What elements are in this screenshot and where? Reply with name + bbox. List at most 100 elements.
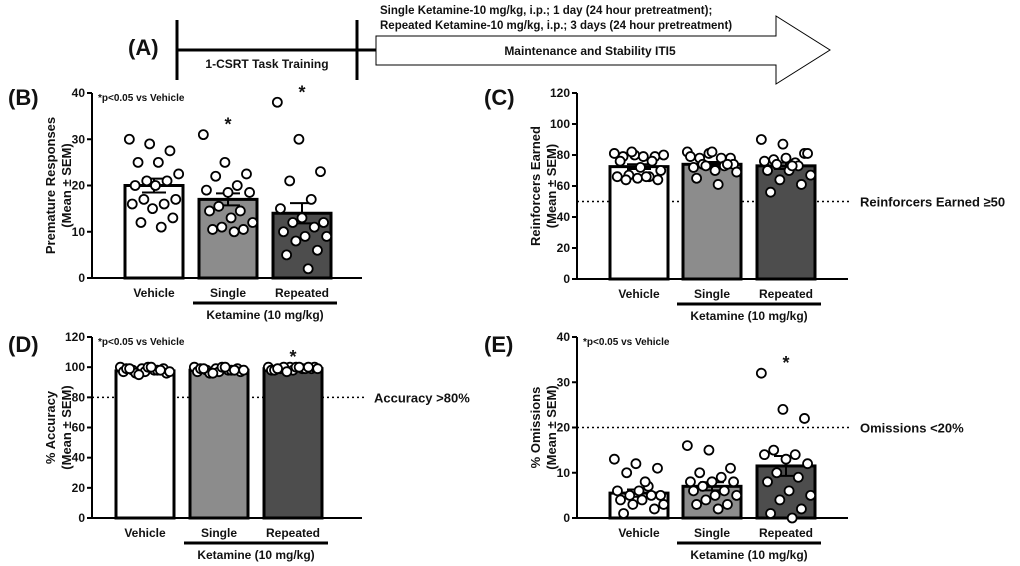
data-point (639, 476, 651, 488)
data-point (145, 361, 157, 373)
data-point (765, 508, 776, 519)
x-tick-label: Vehicle (124, 526, 166, 540)
data-point (688, 485, 699, 497)
y-axis-label: % Omissions(Mean ± SEM) (528, 385, 559, 469)
y-tick-label: 20 (557, 241, 571, 255)
x-tick-label: Vehicle (618, 526, 660, 540)
threshold-label: Reinforcers Earned ≥50 (860, 195, 1005, 210)
panel-e: (E) 0 10 20 30 40 % Omissions(Mean ± SEM) *p<0.… (484, 330, 964, 562)
group-label: Ketamine (10 mg/kg) (206, 308, 323, 322)
y-axis-label-line2: (Mean ± SEM) (544, 385, 559, 469)
y-tick-label: 40 (557, 330, 571, 344)
data-point (620, 174, 632, 186)
x-tick-label: Repeated (759, 287, 813, 301)
panel-d: (D) 0 20 40 60 80 100 120 % Accuracy(Mean ± SEM)… (8, 330, 470, 562)
data-point (228, 226, 240, 238)
data-point (700, 494, 712, 506)
data-point (709, 489, 721, 501)
data-point (164, 366, 176, 378)
y-tick-label: 20 (72, 481, 86, 495)
training-label: 1-CSRT Task Training (205, 57, 328, 71)
data-point (777, 403, 789, 415)
y-tick-label: 10 (72, 225, 86, 239)
data-point (238, 364, 250, 376)
data-point (312, 244, 323, 256)
data-point (204, 205, 215, 217)
data-point (213, 200, 225, 212)
data-point (164, 145, 176, 157)
data-point (624, 489, 636, 501)
data-point (697, 480, 709, 492)
data-point (685, 476, 696, 488)
threshold-label: Omissions <20% (860, 421, 964, 436)
panel-label: (E) (484, 332, 513, 357)
data-point (167, 212, 179, 224)
data-point (219, 156, 231, 168)
x-tick-label: Single (694, 526, 730, 540)
y-tick-label: 40 (557, 210, 571, 224)
data-point (155, 364, 166, 376)
y-tick-label: 0 (563, 272, 570, 286)
y-axis-label-line2: (Mean ± SEM) (59, 385, 74, 469)
data-point (222, 187, 234, 198)
data-point (219, 361, 231, 373)
data-point (272, 363, 283, 375)
data-point (141, 175, 153, 187)
y-axis-label: % Accuracy(Mean ± SEM) (43, 385, 74, 469)
arrow-label: Maintenance and Stability ITI5 (504, 44, 676, 58)
y-tick-label: 0 (563, 511, 570, 525)
bar-vehicle (114, 369, 176, 520)
significance-asterisk: * (289, 347, 296, 367)
data-point (608, 453, 620, 465)
data-point (762, 476, 773, 488)
data-point (633, 485, 645, 497)
data-point (731, 166, 743, 178)
data-point (123, 133, 135, 145)
data-point (771, 467, 783, 479)
data-point (777, 138, 789, 150)
data-point (774, 494, 786, 506)
data-point (789, 449, 801, 461)
data-point (207, 367, 219, 379)
data-point (626, 146, 638, 158)
data-point (147, 203, 158, 215)
data-point (771, 158, 783, 170)
data-point (234, 205, 246, 217)
y-tick-label: 100 (65, 360, 85, 374)
x-tick-label: Vehicle (133, 286, 175, 300)
data-point (765, 186, 776, 198)
data-point (241, 168, 252, 180)
data-point (126, 198, 138, 210)
bar-repeated (262, 367, 324, 520)
y-axis-label-line1: Premature Responses (43, 117, 58, 254)
data-point (225, 212, 237, 224)
significance-asterisk: * (298, 82, 305, 102)
data-point (290, 235, 302, 247)
data-point (244, 187, 255, 198)
group-label: Ketamine (10 mg/kg) (690, 548, 807, 562)
data-point (655, 489, 666, 501)
data-point (135, 217, 147, 228)
data-point (611, 171, 623, 183)
data-point (802, 458, 813, 470)
data-point (712, 503, 724, 515)
x-tick-label: Vehicle (618, 287, 660, 301)
data-point (318, 217, 329, 228)
y-axis-label-line1: % Accuracy (43, 390, 58, 464)
data-point (138, 193, 150, 205)
y-tick-label: 100 (550, 117, 570, 131)
data-point (299, 230, 311, 242)
y-tick-label: 0 (78, 271, 85, 285)
panel-label: (C) (484, 85, 515, 110)
data-point (293, 361, 305, 373)
data-point (691, 172, 702, 184)
y-tick-label: 60 (557, 179, 571, 193)
data-point (308, 221, 320, 233)
bar-single (681, 162, 743, 281)
data-point (759, 155, 770, 167)
data-point (618, 508, 629, 519)
data-point (271, 96, 283, 108)
data-point (700, 160, 712, 172)
x-tick-label: Repeated (759, 526, 813, 540)
